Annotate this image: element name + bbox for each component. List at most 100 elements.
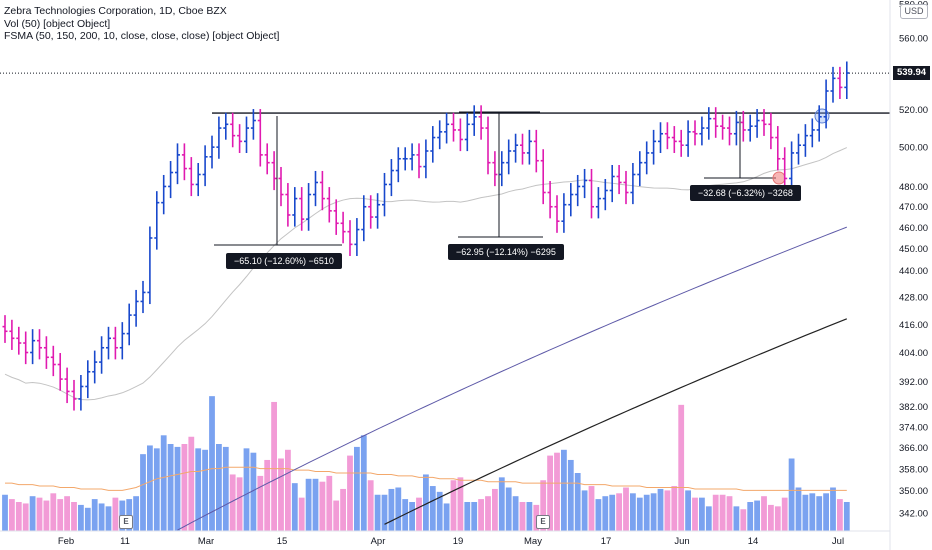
volume-bar	[643, 494, 650, 531]
drawdown-annotation-2[interactable]: −62.95 (−12.14%) −6295	[448, 244, 564, 260]
price-tick-label: 428.00	[899, 292, 928, 303]
volume-bar	[381, 494, 388, 531]
volume-bar	[630, 493, 636, 531]
volume-bar	[285, 449, 291, 531]
volume-indicator-label[interactable]: Vol (50) [object Object]	[4, 18, 111, 30]
volume-bar	[843, 502, 850, 531]
drawdown-annotation-3[interactable]: −32.68 (−6.32%) −3268	[690, 185, 801, 201]
volume-bar	[409, 502, 415, 531]
volume-bar	[298, 497, 305, 531]
volume-bar	[802, 494, 809, 531]
volume-bar	[498, 477, 505, 531]
volume-bar	[823, 493, 829, 531]
price-tick-label: 404.00	[899, 348, 928, 359]
volume-bar	[64, 496, 70, 531]
volume-bar	[374, 494, 381, 531]
volume-bar	[340, 488, 346, 531]
volume-bar	[250, 452, 257, 531]
price-tick-label: 374.00	[899, 422, 928, 433]
volume-bar	[561, 449, 567, 531]
volume-bar	[36, 497, 43, 531]
breakdown-circle	[772, 171, 786, 185]
volume-bar	[416, 497, 422, 531]
volume-bar	[43, 500, 50, 531]
volume-bar	[685, 490, 691, 531]
volume-bar	[147, 445, 153, 531]
volume-bar	[98, 503, 105, 531]
volume-bar	[78, 504, 84, 531]
volume-bar	[485, 496, 491, 531]
volume-bar	[478, 499, 484, 531]
volume-bar	[229, 474, 236, 531]
volume-bar	[692, 497, 698, 531]
fsma-indicator-label[interactable]: FSMA (50, 150, 200, 10, close, close, cl…	[4, 30, 280, 42]
volume-bar	[512, 496, 519, 531]
volume-bar	[326, 475, 333, 531]
currency-badge[interactable]: USD	[900, 4, 928, 19]
price-tick-label: 366.00	[899, 443, 928, 454]
volume-bar	[71, 502, 77, 531]
volume-bar	[705, 506, 712, 531]
volume-bar	[699, 497, 705, 531]
volume-bar	[781, 497, 788, 531]
price-tick-label: 470.00	[899, 202, 928, 213]
volume-bar	[567, 459, 574, 531]
volume-bar	[788, 458, 795, 531]
volume-bar	[91, 499, 98, 531]
volume-bar	[450, 480, 457, 531]
earnings-marker-1[interactable]: E	[119, 515, 133, 529]
volume-bar	[547, 455, 553, 531]
volume-bar	[319, 481, 326, 531]
volume-bar	[29, 496, 36, 531]
volume-bar	[671, 486, 678, 531]
volume-bar	[9, 499, 15, 531]
price-tick-label: 560.00	[899, 33, 928, 44]
volume-bar	[236, 477, 243, 531]
time-tick-label: Jul	[832, 536, 844, 547]
volume-bar	[354, 446, 360, 531]
volume-bar	[754, 500, 760, 531]
volume-bar	[271, 401, 277, 531]
time-tick-label: Feb	[58, 536, 74, 547]
price-tick-label: 480.00	[899, 182, 928, 193]
volume-bar	[312, 478, 319, 531]
last-price-tag: 539.94	[893, 66, 930, 80]
volume-bar	[816, 496, 823, 531]
volume-bar	[650, 493, 657, 531]
volume-bar	[216, 444, 222, 531]
volume-bar	[505, 487, 512, 531]
volume-bar	[188, 436, 195, 531]
volume-bar	[664, 490, 671, 531]
volume-bar	[761, 496, 767, 531]
price-tick-label: 500.00	[899, 143, 928, 154]
time-tick-label: 17	[601, 536, 612, 547]
volume-bar	[278, 458, 284, 531]
earnings-marker-2[interactable]: E	[536, 515, 550, 529]
volume-ma-line	[5, 466, 847, 491]
volume-bar	[830, 487, 836, 531]
volume-bar	[809, 493, 816, 531]
price-tick-label: 460.00	[899, 223, 928, 234]
volume-bar	[616, 493, 622, 531]
volume-bar	[105, 506, 112, 531]
volume-bar	[181, 444, 188, 531]
volume-bar	[657, 488, 664, 531]
volume-bar	[492, 488, 498, 531]
volume-bar	[140, 454, 146, 531]
volume-bar	[243, 448, 250, 531]
volume-bar	[595, 499, 602, 531]
drawdown-annotation-1[interactable]: −65.10 (−12.60%) −6510	[226, 253, 342, 269]
time-tick-label: Jun	[674, 536, 689, 547]
volume-bar	[15, 502, 22, 531]
breakout-circle	[814, 108, 830, 124]
volume-bar	[264, 459, 271, 531]
price-tick-label: 382.00	[899, 402, 928, 413]
volume-bar	[623, 487, 629, 531]
price-tick-label: 520.00	[899, 105, 928, 116]
volume-bar	[57, 499, 64, 531]
time-tick-label: 11	[120, 536, 130, 547]
volume-bar	[609, 494, 616, 531]
time-tick-label: Mar	[198, 536, 214, 547]
